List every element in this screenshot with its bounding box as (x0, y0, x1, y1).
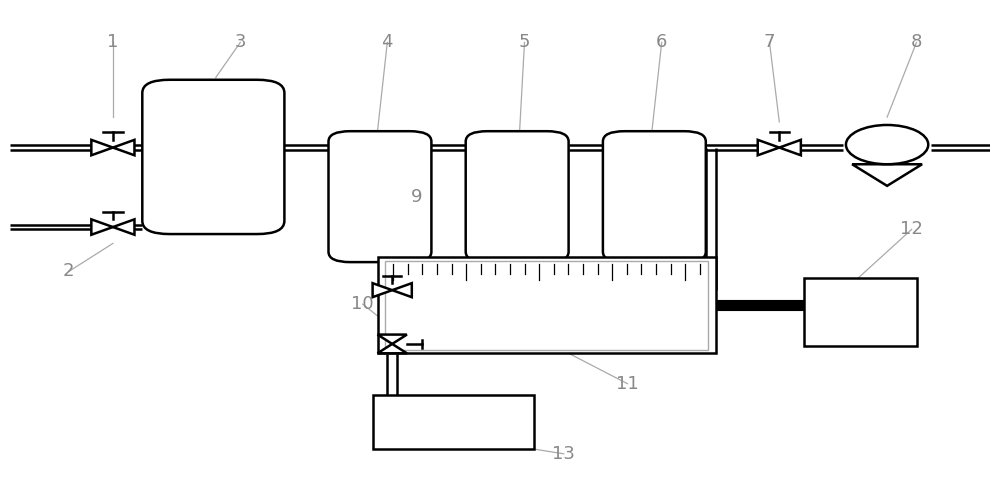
Text: 4: 4 (382, 33, 393, 52)
Text: 12: 12 (900, 220, 923, 239)
Bar (804, 279, 916, 346)
Text: 5: 5 (519, 33, 530, 52)
Bar (373, 395, 534, 449)
Bar (385, 261, 708, 349)
Text: 2: 2 (63, 263, 75, 281)
FancyBboxPatch shape (603, 131, 706, 262)
Polygon shape (378, 335, 407, 344)
Bar (378, 257, 716, 353)
Polygon shape (113, 219, 134, 235)
Text: 6: 6 (656, 33, 667, 52)
Text: 7: 7 (764, 33, 775, 52)
FancyBboxPatch shape (466, 131, 569, 262)
Polygon shape (779, 140, 801, 155)
Text: 8: 8 (911, 33, 922, 52)
Text: 13: 13 (552, 445, 575, 463)
Polygon shape (373, 283, 392, 297)
FancyBboxPatch shape (328, 131, 431, 262)
Polygon shape (392, 283, 412, 297)
Text: 10: 10 (351, 295, 374, 313)
Text: 3: 3 (235, 33, 246, 52)
Polygon shape (91, 219, 113, 235)
Polygon shape (758, 140, 779, 155)
Text: 9: 9 (411, 187, 422, 206)
Polygon shape (378, 344, 407, 353)
Text: 1: 1 (107, 33, 119, 52)
Polygon shape (91, 140, 113, 155)
Text: 11: 11 (616, 375, 639, 393)
FancyBboxPatch shape (142, 80, 284, 234)
Polygon shape (113, 140, 134, 155)
